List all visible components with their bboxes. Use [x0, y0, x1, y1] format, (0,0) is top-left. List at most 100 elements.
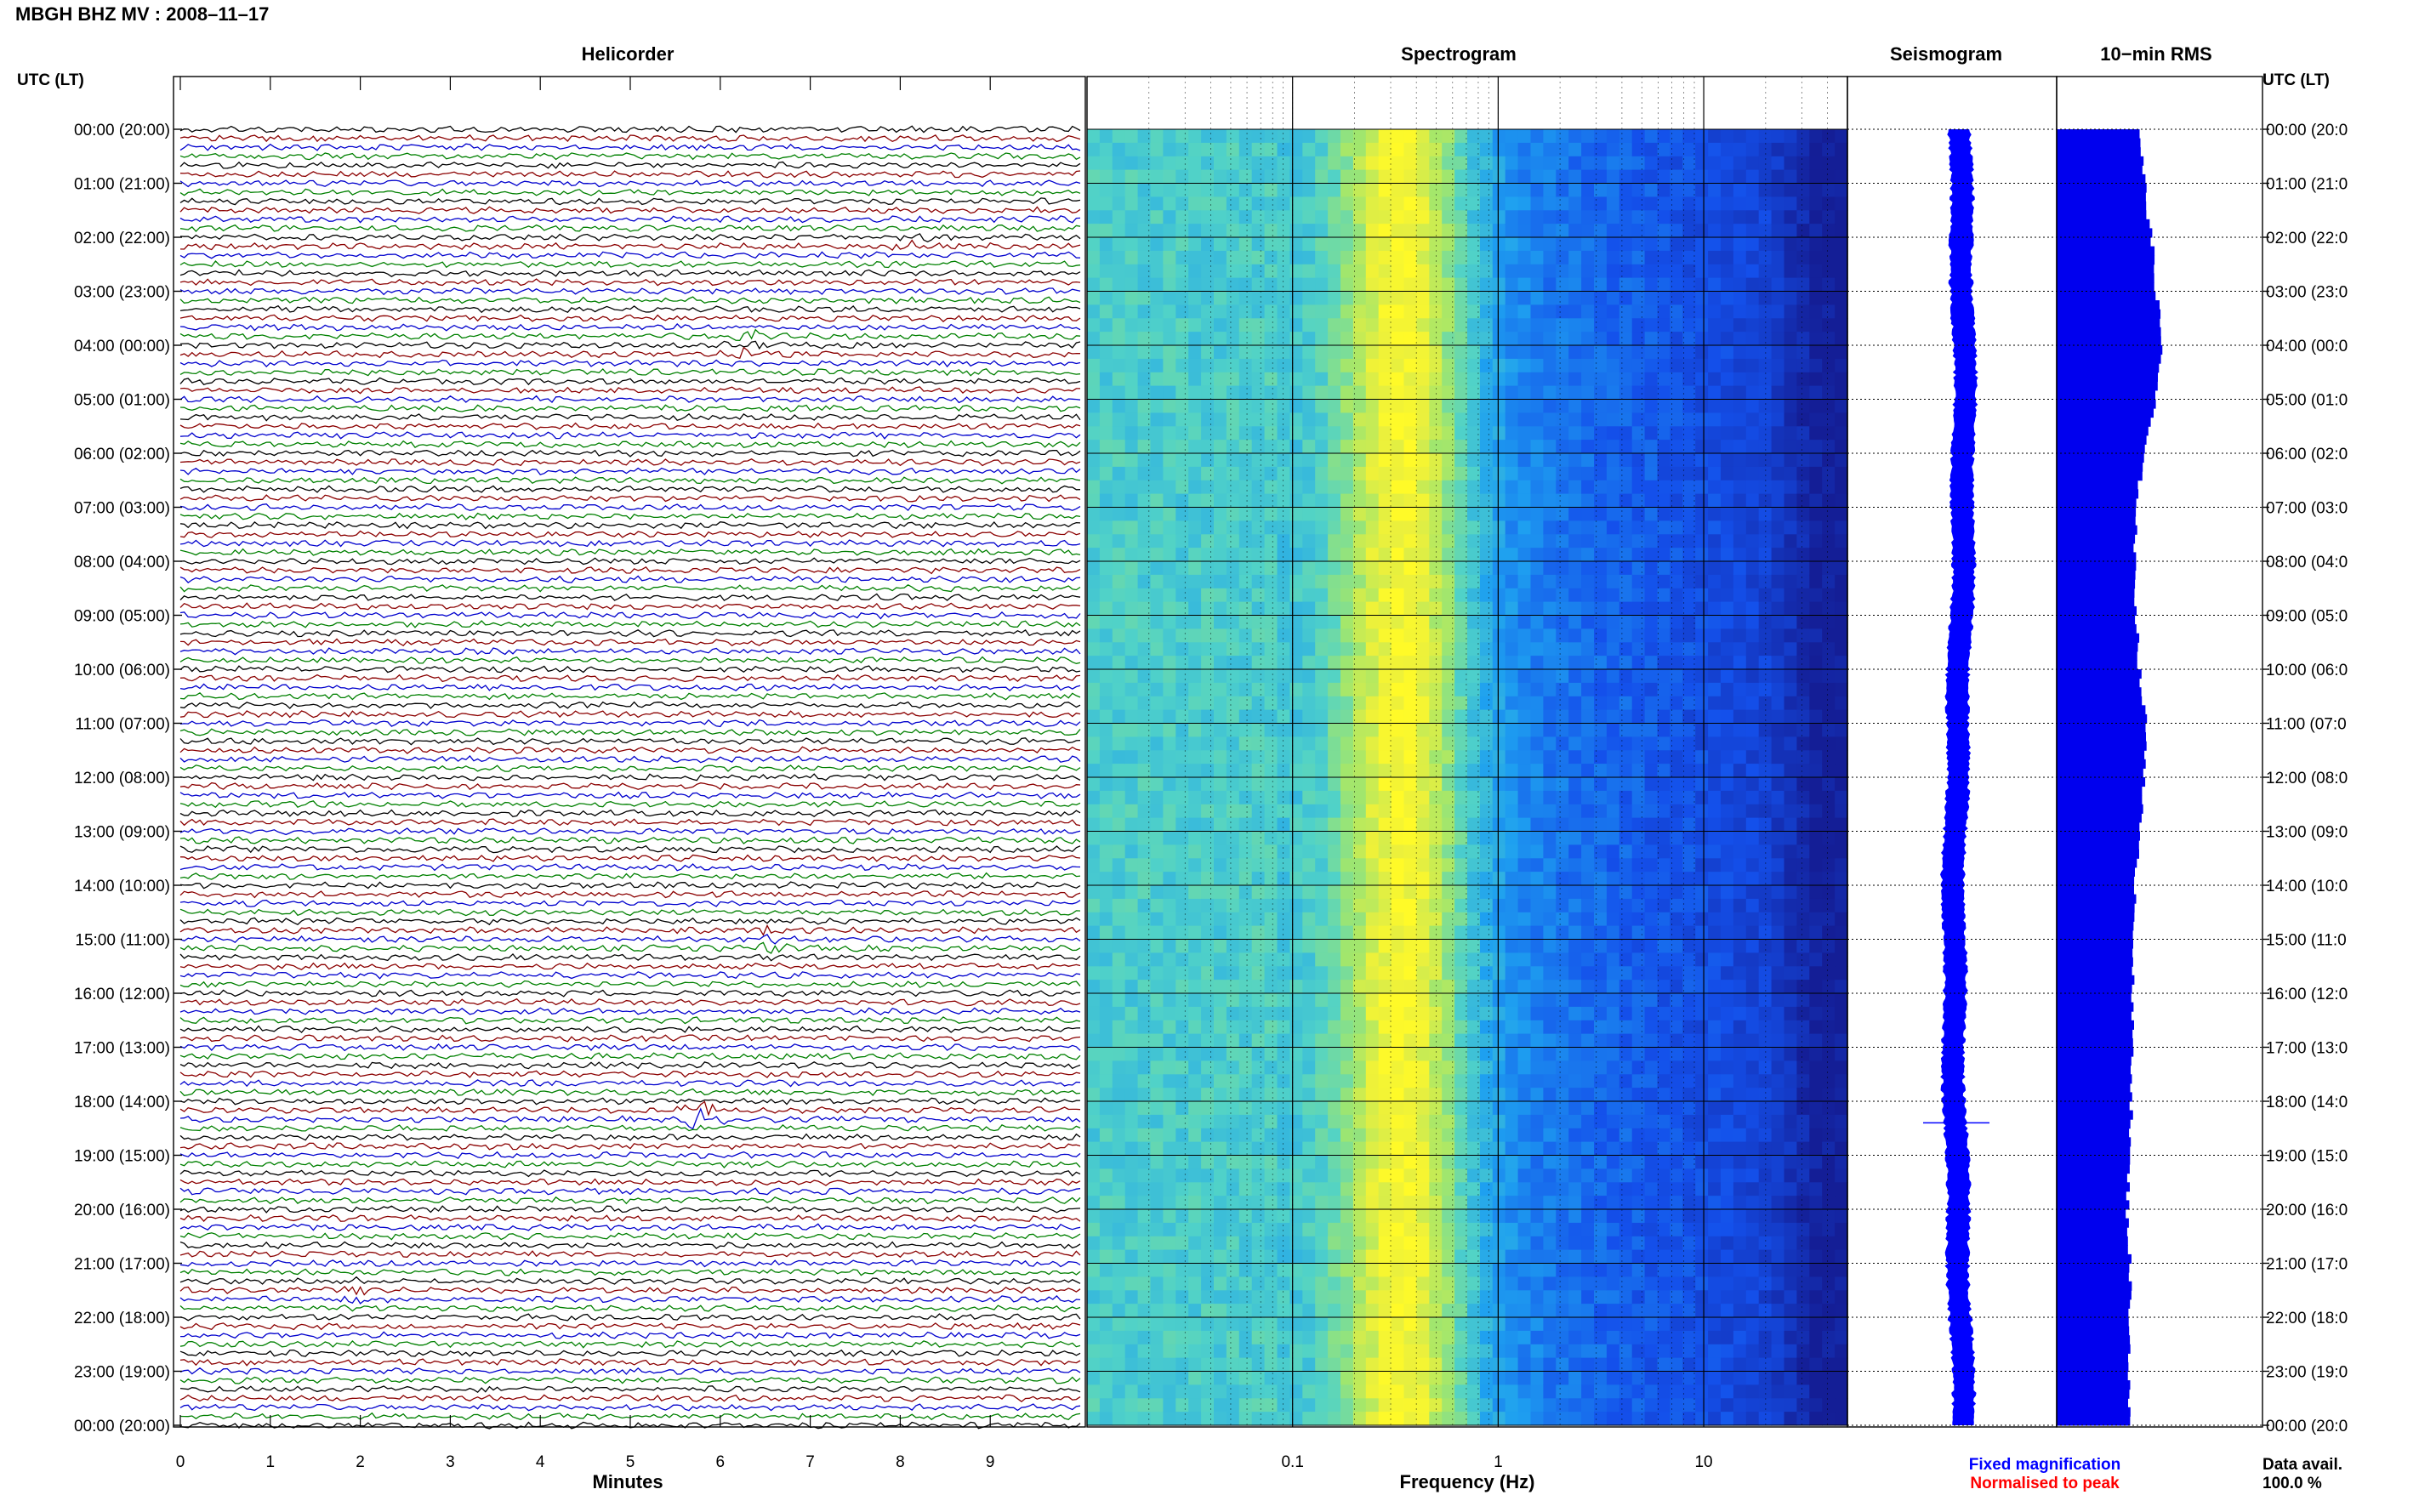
spectrogram-cell — [1238, 1209, 1253, 1224]
spectrogram-cell — [1708, 709, 1722, 725]
spectrogram-cell — [1733, 1263, 1747, 1277]
spectrogram-cell — [1505, 736, 1519, 751]
spectrogram-cell — [1289, 129, 1303, 144]
spectrogram-cell — [1416, 777, 1430, 792]
spectrogram-cell — [1606, 169, 1620, 185]
spectrogram-cell — [1264, 682, 1278, 697]
spectrogram-cell — [1378, 1047, 1392, 1061]
spectrogram-cell — [1124, 520, 1139, 535]
spectrogram-cell — [1619, 250, 1633, 265]
spectrogram-cell — [1670, 1317, 1683, 1332]
spectrogram-cell — [1226, 642, 1240, 657]
spectrogram-cell — [1403, 224, 1417, 238]
spectrogram-cell — [1214, 642, 1227, 657]
spectrogram-cell — [1277, 872, 1290, 886]
spectrogram-cell — [1112, 277, 1126, 293]
spectrogram-cell — [1302, 750, 1316, 765]
spectrogram-cell — [1150, 264, 1164, 279]
spectrogram-cell — [1568, 588, 1582, 603]
spectrogram-cell — [1251, 412, 1266, 427]
spectrogram-cell — [1733, 493, 1747, 509]
spectrogram-cell — [1606, 1168, 1620, 1183]
spectrogram-cell — [1416, 1182, 1430, 1197]
spectrogram-cell — [1087, 426, 1101, 441]
spectrogram-cell — [1201, 1155, 1215, 1169]
spectrogram-cell — [1644, 250, 1659, 265]
spectrogram-cell — [1733, 304, 1747, 319]
spectrogram-cell — [1543, 817, 1557, 833]
spectrogram-cell — [1124, 385, 1139, 401]
spectrogram-cell — [1479, 777, 1494, 792]
spectrogram-cell — [1289, 642, 1303, 657]
spectrogram-cell — [1657, 1168, 1671, 1183]
spectrogram-cell — [1251, 453, 1266, 468]
spectrogram-cell — [1264, 1344, 1278, 1359]
spectrogram-cell — [1594, 1304, 1608, 1318]
spectrogram-cell — [1365, 304, 1380, 319]
spectrogram-cell — [1467, 156, 1481, 171]
spectrogram-cell — [1708, 925, 1722, 941]
spectrogram-cell — [1328, 1047, 1341, 1061]
spectrogram-cell — [1619, 156, 1633, 171]
spectrogram-cell — [1124, 925, 1139, 941]
spectrogram-cell — [1238, 264, 1253, 279]
spectrogram-cell — [1543, 939, 1557, 953]
spectrogram-cell — [1682, 1276, 1696, 1291]
spectrogram-cell — [1328, 1249, 1341, 1265]
spectrogram-cell — [1150, 885, 1164, 900]
spectrogram-cell — [1264, 1222, 1278, 1237]
spectrogram-cell — [1378, 764, 1392, 778]
spectrogram-cell — [1365, 696, 1380, 711]
spectrogram-cell — [1150, 709, 1164, 725]
spectrogram-cell — [1150, 1141, 1164, 1157]
spectrogram-cell — [1087, 1101, 1101, 1116]
spectrogram-cell — [1594, 507, 1608, 521]
spectrogram-cell — [1619, 534, 1633, 549]
spectrogram-cell — [1492, 332, 1506, 346]
spectrogram-cell — [1289, 804, 1303, 819]
spectrogram-cell — [1328, 844, 1341, 859]
spectrogram-cell — [1112, 1141, 1126, 1157]
spectrogram-cell — [1226, 1209, 1240, 1224]
spectrogram-cell — [1568, 224, 1582, 238]
spectrogram-cell — [1479, 480, 1494, 495]
spectrogram-cell — [1581, 507, 1595, 521]
spectrogram-cell — [1708, 426, 1722, 441]
spectrogram-cell — [1277, 480, 1290, 495]
spectrogram-cell — [1695, 1412, 1709, 1426]
spectrogram-cell — [1543, 1304, 1557, 1318]
spectrogram-cell — [1505, 993, 1519, 1008]
spectrogram-cell — [1467, 1074, 1481, 1089]
spectrogram-cell — [1733, 952, 1747, 967]
spectrogram-cell — [1378, 440, 1392, 454]
spectrogram-cell — [1163, 1398, 1176, 1413]
spectrogram-cell — [1695, 1168, 1709, 1183]
spectrogram-cell — [1163, 1196, 1176, 1210]
spectrogram-cell — [1378, 628, 1392, 643]
spectrogram-cell — [1188, 169, 1202, 185]
spectrogram-cell — [1657, 831, 1671, 845]
spectrogram-cell — [1429, 709, 1443, 725]
spectrogram-cell — [1264, 1398, 1278, 1413]
spectrogram-cell — [1302, 804, 1316, 819]
spectrogram-cell — [1315, 224, 1329, 238]
spectrogram-cell — [1619, 1006, 1633, 1021]
spectrogram-cell — [1264, 493, 1278, 509]
spectrogram-cell — [1403, 669, 1417, 684]
spectrogram-cell — [1238, 1236, 1253, 1251]
spectrogram-cell — [1251, 844, 1266, 859]
spectrogram-cell — [1530, 1330, 1544, 1345]
spectrogram-cell — [1188, 466, 1202, 481]
spectrogram-cell — [1670, 480, 1683, 495]
spectrogram-cell — [1124, 156, 1139, 171]
spectrogram-cell — [1188, 1006, 1202, 1021]
spectrogram-cell — [1416, 426, 1430, 441]
spectrogram-cell — [1365, 764, 1380, 778]
spectrogram-cell — [1391, 1155, 1405, 1169]
spectrogram-cell — [1175, 1398, 1189, 1413]
spectrogram-cell — [1099, 399, 1113, 413]
spectrogram-cell — [1137, 1168, 1152, 1183]
spectrogram-cell — [1251, 358, 1266, 373]
spectrogram-cell — [1112, 358, 1126, 373]
spectrogram-cell — [1099, 1276, 1113, 1291]
